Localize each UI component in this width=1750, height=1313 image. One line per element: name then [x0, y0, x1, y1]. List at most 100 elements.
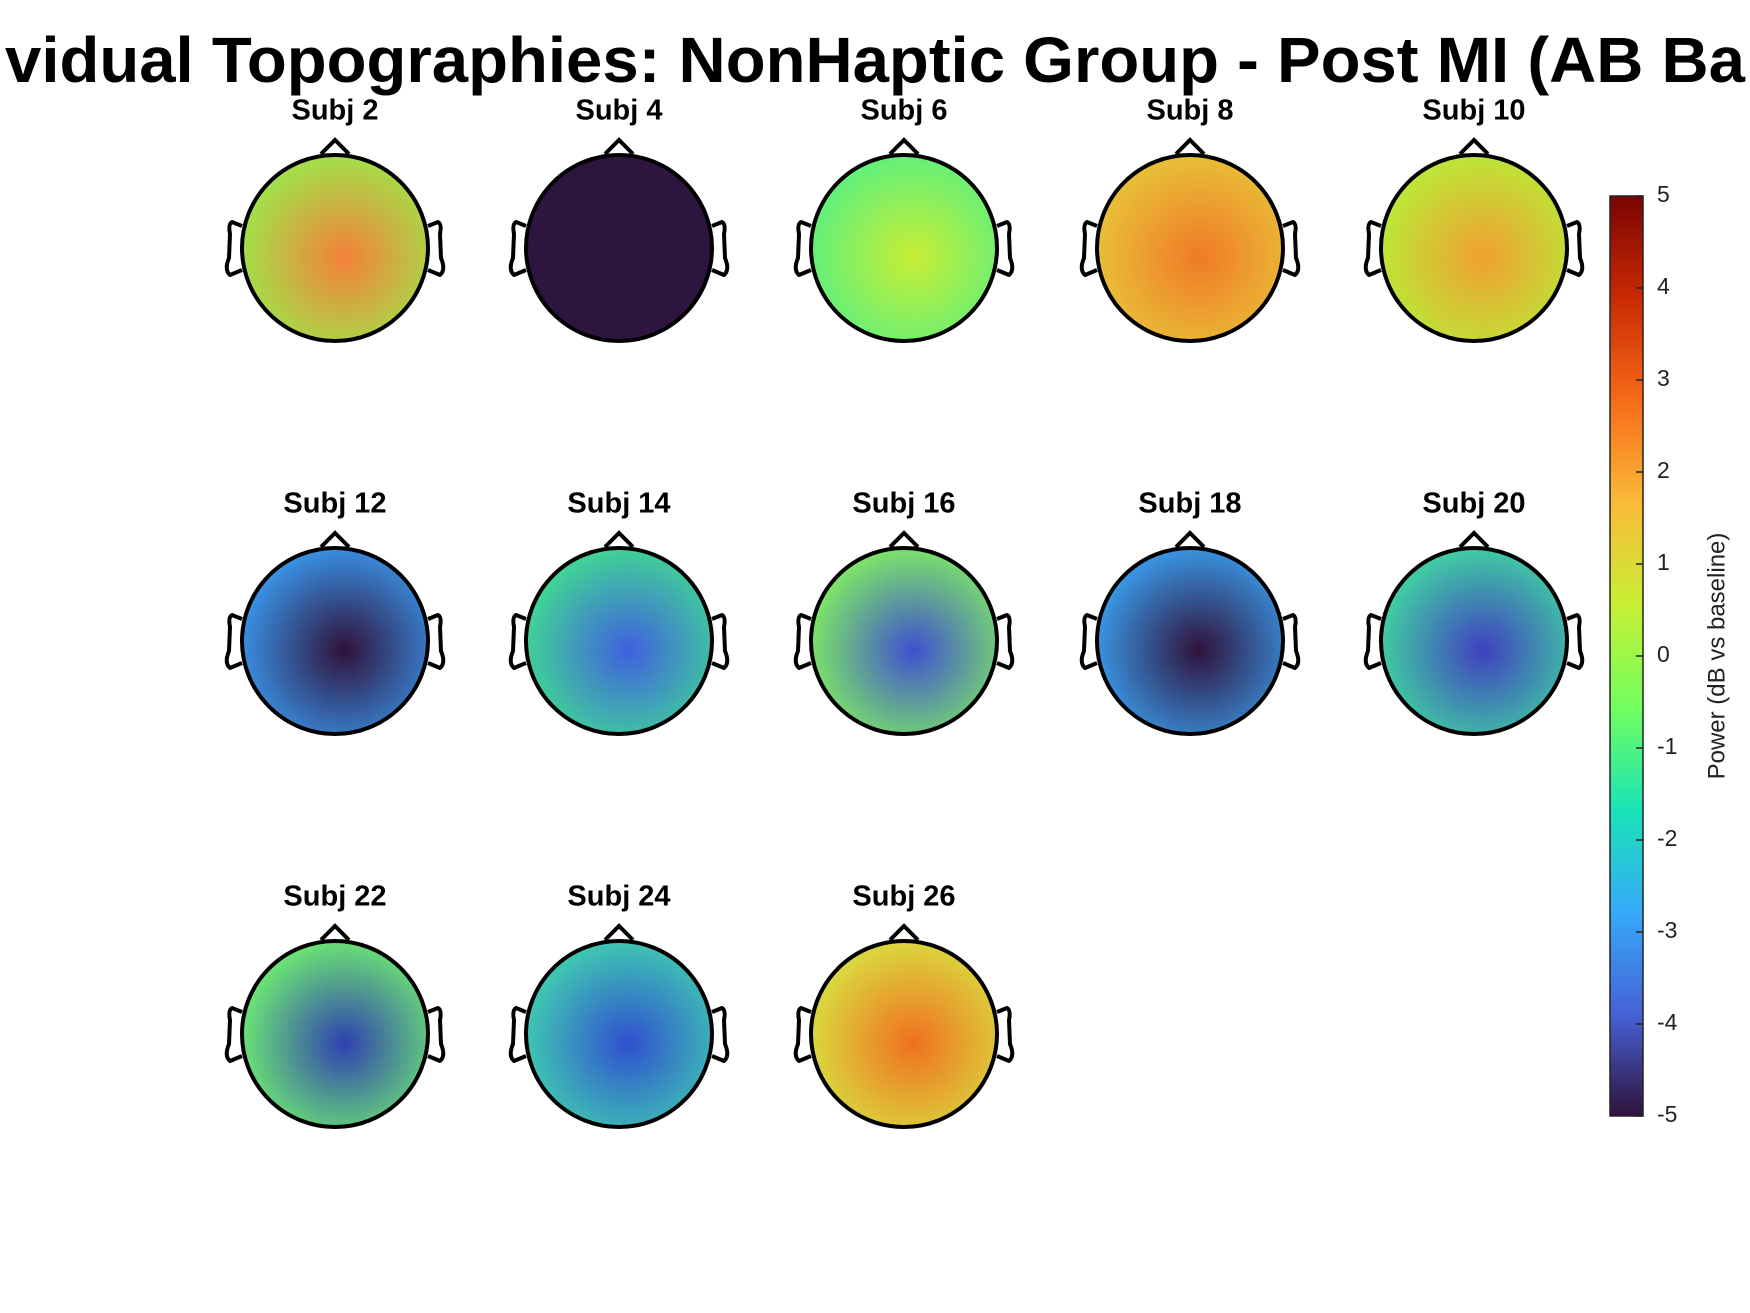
topoplot: Subj 18	[1079, 488, 1301, 736]
subplot-title: Subj 2	[291, 95, 378, 127]
colorbar-tick-label: 4	[1657, 273, 1670, 299]
subplot-title: Subj 10	[1422, 95, 1525, 127]
nose	[319, 530, 351, 549]
nose	[319, 923, 351, 942]
ear	[793, 1006, 812, 1063]
ear	[996, 220, 1015, 277]
nose	[1174, 137, 1206, 156]
head-outline	[240, 546, 430, 736]
topomap	[242, 548, 428, 734]
ear	[508, 1006, 527, 1063]
colorbar-tick-label: 5	[1657, 181, 1670, 207]
head-outline	[240, 153, 430, 343]
nose	[1458, 530, 1490, 549]
head-outline	[809, 546, 999, 736]
colorbar-tick-label: 0	[1657, 641, 1670, 667]
topoplot: Subj 10	[1363, 95, 1585, 343]
ear	[711, 1006, 730, 1063]
nose	[888, 923, 920, 942]
ear	[1079, 613, 1098, 670]
ear	[793, 613, 812, 670]
subplot-title: Subj 8	[1146, 95, 1233, 127]
head-outline	[1095, 153, 1285, 343]
ear	[1282, 220, 1301, 277]
subplot-title: Subj 20	[1422, 488, 1525, 520]
subplot-title: Subj 6	[860, 95, 947, 127]
ear	[1566, 613, 1585, 670]
ear	[711, 220, 730, 277]
topoplot: Subj 12	[224, 488, 446, 736]
nose	[888, 530, 920, 549]
ear	[1566, 220, 1585, 277]
subplot-title: Subj 26	[852, 881, 955, 913]
head-outline	[809, 939, 999, 1129]
topoplot: Subj 4	[508, 95, 730, 343]
nose	[888, 137, 920, 156]
ear	[224, 1006, 243, 1063]
colorbar-tick-label: -2	[1657, 825, 1677, 851]
head-outline	[1379, 546, 1569, 736]
head-outline	[524, 153, 714, 343]
nose	[319, 137, 351, 156]
head-outline	[524, 546, 714, 736]
colorbar-tick-label: 3	[1657, 365, 1670, 391]
head-outline	[809, 153, 999, 343]
topomap	[811, 548, 997, 734]
ear	[1282, 613, 1301, 670]
topomap	[526, 155, 712, 341]
topomap	[1097, 548, 1283, 734]
topoplot: Subj 8	[1079, 95, 1301, 343]
ear	[508, 220, 527, 277]
subplot-title: Subj 24	[567, 881, 670, 913]
nose	[603, 530, 635, 549]
ear	[996, 613, 1015, 670]
figure-title: vidual Topographies: NonHaptic Group - P…	[5, 24, 1745, 96]
nose	[603, 137, 635, 156]
topoplot: Subj 16	[793, 488, 1015, 736]
topoplot: Subj 2	[224, 95, 446, 343]
ear	[224, 613, 243, 670]
ear	[1363, 613, 1382, 670]
subplot-title: Subj 18	[1138, 488, 1241, 520]
head-outline	[524, 939, 714, 1129]
colorbar-tick-label: -5	[1657, 1101, 1677, 1127]
ear	[427, 220, 446, 277]
topomap	[1381, 548, 1567, 734]
topoplot: Subj 26	[793, 881, 1015, 1129]
colorbar-tick-label: -3	[1657, 917, 1677, 943]
head-outline	[1095, 546, 1285, 736]
topomap	[242, 941, 428, 1127]
ear	[1363, 220, 1382, 277]
colorbar-label: Power (dB vs baseline)	[1703, 533, 1730, 780]
ear	[224, 220, 243, 277]
ear	[427, 613, 446, 670]
ear	[1079, 220, 1098, 277]
topomap	[1381, 155, 1567, 341]
topoplot: Subj 22	[224, 881, 446, 1129]
ear	[508, 613, 527, 670]
topomap	[526, 548, 712, 734]
ear	[793, 220, 812, 277]
colorbar-tick-label: 2	[1657, 457, 1670, 483]
nose	[603, 923, 635, 942]
topoplot: Subj 24	[508, 881, 730, 1129]
nose	[1174, 530, 1206, 549]
head-outline	[1379, 153, 1569, 343]
topoplot: Subj 20	[1363, 488, 1585, 736]
topoplot: Subj 14	[508, 488, 730, 736]
topomap	[526, 941, 712, 1127]
topomap	[1097, 155, 1283, 341]
subplot-title: Subj 22	[283, 881, 386, 913]
colorbar-tick-label: -4	[1657, 1009, 1678, 1035]
nose	[1458, 137, 1490, 156]
ear	[996, 1006, 1015, 1063]
topomap	[242, 155, 428, 341]
subplot-title: Subj 14	[567, 488, 670, 520]
ear	[427, 1006, 446, 1063]
topomap	[811, 155, 997, 341]
topoplot: Subj 6	[793, 95, 1015, 343]
colorbar-tick-label: -1	[1657, 733, 1677, 759]
subplot-title: Subj 16	[852, 488, 955, 520]
